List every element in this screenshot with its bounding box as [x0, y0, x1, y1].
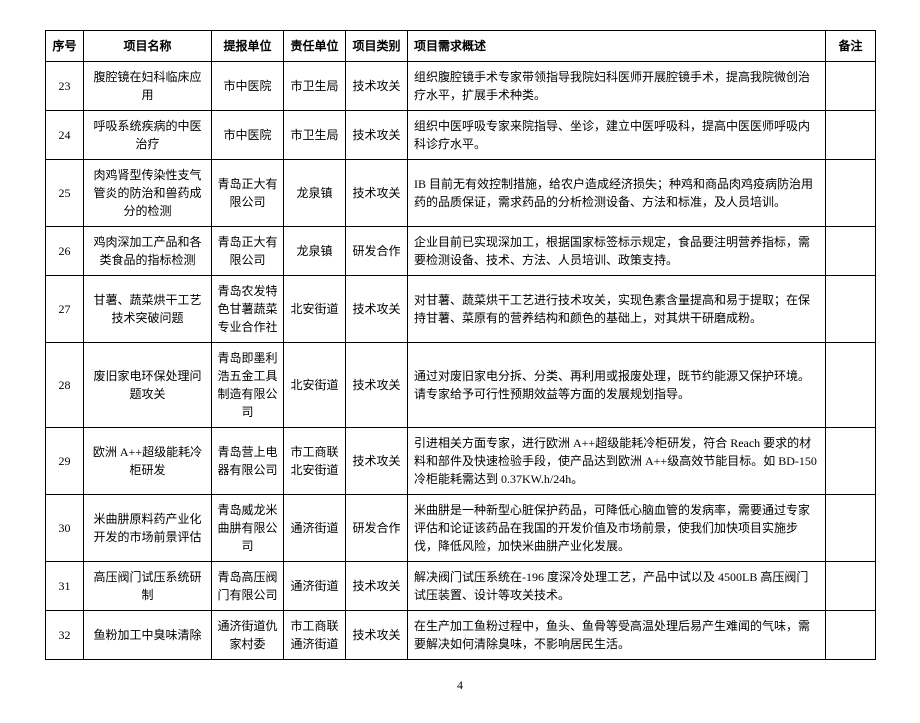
col-header-note: 备注 [826, 31, 876, 62]
cell-name: 欧洲 A++超级能耗冷柜研发 [84, 428, 212, 495]
col-header-type: 项目类别 [346, 31, 408, 62]
table-row: 29欧洲 A++超级能耗冷柜研发青岛营上电器有限公司市工商联北安街道技术攻关引进… [46, 428, 876, 495]
cell-type: 技术攻关 [346, 62, 408, 111]
cell-submit: 青岛正大有限公司 [212, 227, 284, 276]
col-header-name: 项目名称 [84, 31, 212, 62]
cell-seq: 32 [46, 611, 84, 660]
cell-seq: 31 [46, 562, 84, 611]
cell-note [826, 428, 876, 495]
cell-desc: 组织中医呼吸专家来院指导、坐诊，建立中医呼吸科，提高中医医师呼吸内科诊疗水平。 [408, 111, 826, 160]
cell-resp: 龙泉镇 [284, 227, 346, 276]
cell-resp: 市工商联通济街道 [284, 611, 346, 660]
cell-type: 研发合作 [346, 495, 408, 562]
cell-resp: 通济街道 [284, 495, 346, 562]
cell-desc: 引进相关方面专家，进行欧洲 A++超级能耗冷柜研发，符合 Reach 要求的材料… [408, 428, 826, 495]
cell-submit: 通济街道仇家村委 [212, 611, 284, 660]
cell-desc: IB 目前无有效控制措施，给农户造成经济损失；种鸡和商品肉鸡疫病防治用药的品质保… [408, 160, 826, 227]
cell-desc: 在生产加工鱼粉过程中，鱼头、鱼骨等受高温处理后易产生难闻的气味，需要解决如何清除… [408, 611, 826, 660]
col-header-desc: 项目需求概述 [408, 31, 826, 62]
cell-desc: 企业目前已实现深加工，根据国家标签标示规定，食品要注明营养指标，需要检测设备、技… [408, 227, 826, 276]
cell-seq: 27 [46, 276, 84, 343]
col-header-resp: 责任单位 [284, 31, 346, 62]
cell-note [826, 495, 876, 562]
table-row: 32鱼粉加工中臭味清除通济街道仇家村委市工商联通济街道技术攻关在生产加工鱼粉过程… [46, 611, 876, 660]
cell-note [826, 276, 876, 343]
cell-type: 技术攻关 [346, 428, 408, 495]
table-row: 26鸡肉深加工产品和各类食品的指标检测青岛正大有限公司龙泉镇研发合作企业目前已实… [46, 227, 876, 276]
col-header-seq: 序号 [46, 31, 84, 62]
cell-submit: 青岛农发特色甘薯蔬菜专业合作社 [212, 276, 284, 343]
cell-name: 肉鸡肾型传染性支气管炎的防治和兽药成分的检测 [84, 160, 212, 227]
cell-desc: 米曲肼是一种新型心脏保护药品，可降低心脑血管的发病率，需要通过专家评估和论证该药… [408, 495, 826, 562]
cell-resp: 市工商联北安街道 [284, 428, 346, 495]
cell-type: 技术攻关 [346, 343, 408, 428]
table-row: 23腹腔镜在妇科临床应用市中医院市卫生局技术攻关组织腹腔镜手术专家带领指导我院妇… [46, 62, 876, 111]
cell-desc: 通过对废旧家电分拆、分类、再利用或报废处理，既节约能源又保护环境。请专家给予可行… [408, 343, 826, 428]
cell-seq: 25 [46, 160, 84, 227]
cell-note [826, 62, 876, 111]
table-row: 25肉鸡肾型传染性支气管炎的防治和兽药成分的检测青岛正大有限公司龙泉镇技术攻关I… [46, 160, 876, 227]
table-header-row: 序号 项目名称 提报单位 责任单位 项目类别 项目需求概述 备注 [46, 31, 876, 62]
cell-seq: 24 [46, 111, 84, 160]
cell-name: 废旧家电环保处理问题攻关 [84, 343, 212, 428]
col-header-submit: 提报单位 [212, 31, 284, 62]
cell-resp: 市卫生局 [284, 111, 346, 160]
cell-submit: 市中医院 [212, 111, 284, 160]
project-table: 序号 项目名称 提报单位 责任单位 项目类别 项目需求概述 备注 23腹腔镜在妇… [45, 30, 876, 660]
cell-submit: 青岛威龙米曲肼有限公司 [212, 495, 284, 562]
cell-seq: 26 [46, 227, 84, 276]
cell-desc: 对甘薯、蔬菜烘干工艺进行技术攻关，实现色素含量提高和易于提取；在保持甘薯、菜原有… [408, 276, 826, 343]
cell-note [826, 160, 876, 227]
cell-name: 鸡肉深加工产品和各类食品的指标检测 [84, 227, 212, 276]
table-row: 31高压阀门试压系统研制青岛高压阀门有限公司通济街道技术攻关解决阀门试压系统在-… [46, 562, 876, 611]
cell-resp: 龙泉镇 [284, 160, 346, 227]
table-row: 30米曲肼原料药产业化开发的市场前景评估青岛威龙米曲肼有限公司通济街道研发合作米… [46, 495, 876, 562]
table-row: 24呼吸系统疾病的中医治疗市中医院市卫生局技术攻关组织中医呼吸专家来院指导、坐诊… [46, 111, 876, 160]
cell-submit: 市中医院 [212, 62, 284, 111]
cell-resp: 北安街道 [284, 276, 346, 343]
cell-desc: 组织腹腔镜手术专家带领指导我院妇科医师开展腔镜手术，提高我院微创治疗水平，扩展手… [408, 62, 826, 111]
cell-resp: 通济街道 [284, 562, 346, 611]
cell-submit: 青岛营上电器有限公司 [212, 428, 284, 495]
table-row: 27甘薯、蔬菜烘干工艺技术突破问题青岛农发特色甘薯蔬菜专业合作社北安街道技术攻关… [46, 276, 876, 343]
cell-name: 高压阀门试压系统研制 [84, 562, 212, 611]
cell-submit: 青岛即墨利浩五金工具制造有限公司 [212, 343, 284, 428]
cell-seq: 30 [46, 495, 84, 562]
cell-resp: 市卫生局 [284, 62, 346, 111]
cell-note [826, 343, 876, 428]
cell-note [826, 227, 876, 276]
cell-resp: 北安街道 [284, 343, 346, 428]
table-row: 28废旧家电环保处理问题攻关青岛即墨利浩五金工具制造有限公司北安街道技术攻关通过… [46, 343, 876, 428]
cell-type: 研发合作 [346, 227, 408, 276]
cell-submit: 青岛正大有限公司 [212, 160, 284, 227]
page-number: 4 [45, 678, 875, 693]
cell-seq: 23 [46, 62, 84, 111]
cell-name: 米曲肼原料药产业化开发的市场前景评估 [84, 495, 212, 562]
cell-name: 腹腔镜在妇科临床应用 [84, 62, 212, 111]
cell-type: 技术攻关 [346, 276, 408, 343]
cell-seq: 29 [46, 428, 84, 495]
cell-name: 甘薯、蔬菜烘干工艺技术突破问题 [84, 276, 212, 343]
cell-type: 技术攻关 [346, 562, 408, 611]
cell-note [826, 562, 876, 611]
cell-note [826, 611, 876, 660]
cell-name: 呼吸系统疾病的中医治疗 [84, 111, 212, 160]
cell-type: 技术攻关 [346, 160, 408, 227]
cell-type: 技术攻关 [346, 111, 408, 160]
cell-seq: 28 [46, 343, 84, 428]
cell-name: 鱼粉加工中臭味清除 [84, 611, 212, 660]
cell-type: 技术攻关 [346, 611, 408, 660]
cell-note [826, 111, 876, 160]
cell-submit: 青岛高压阀门有限公司 [212, 562, 284, 611]
cell-desc: 解决阀门试压系统在-196 度深冷处理工艺，产品中试以及 4500LB 高压阀门… [408, 562, 826, 611]
